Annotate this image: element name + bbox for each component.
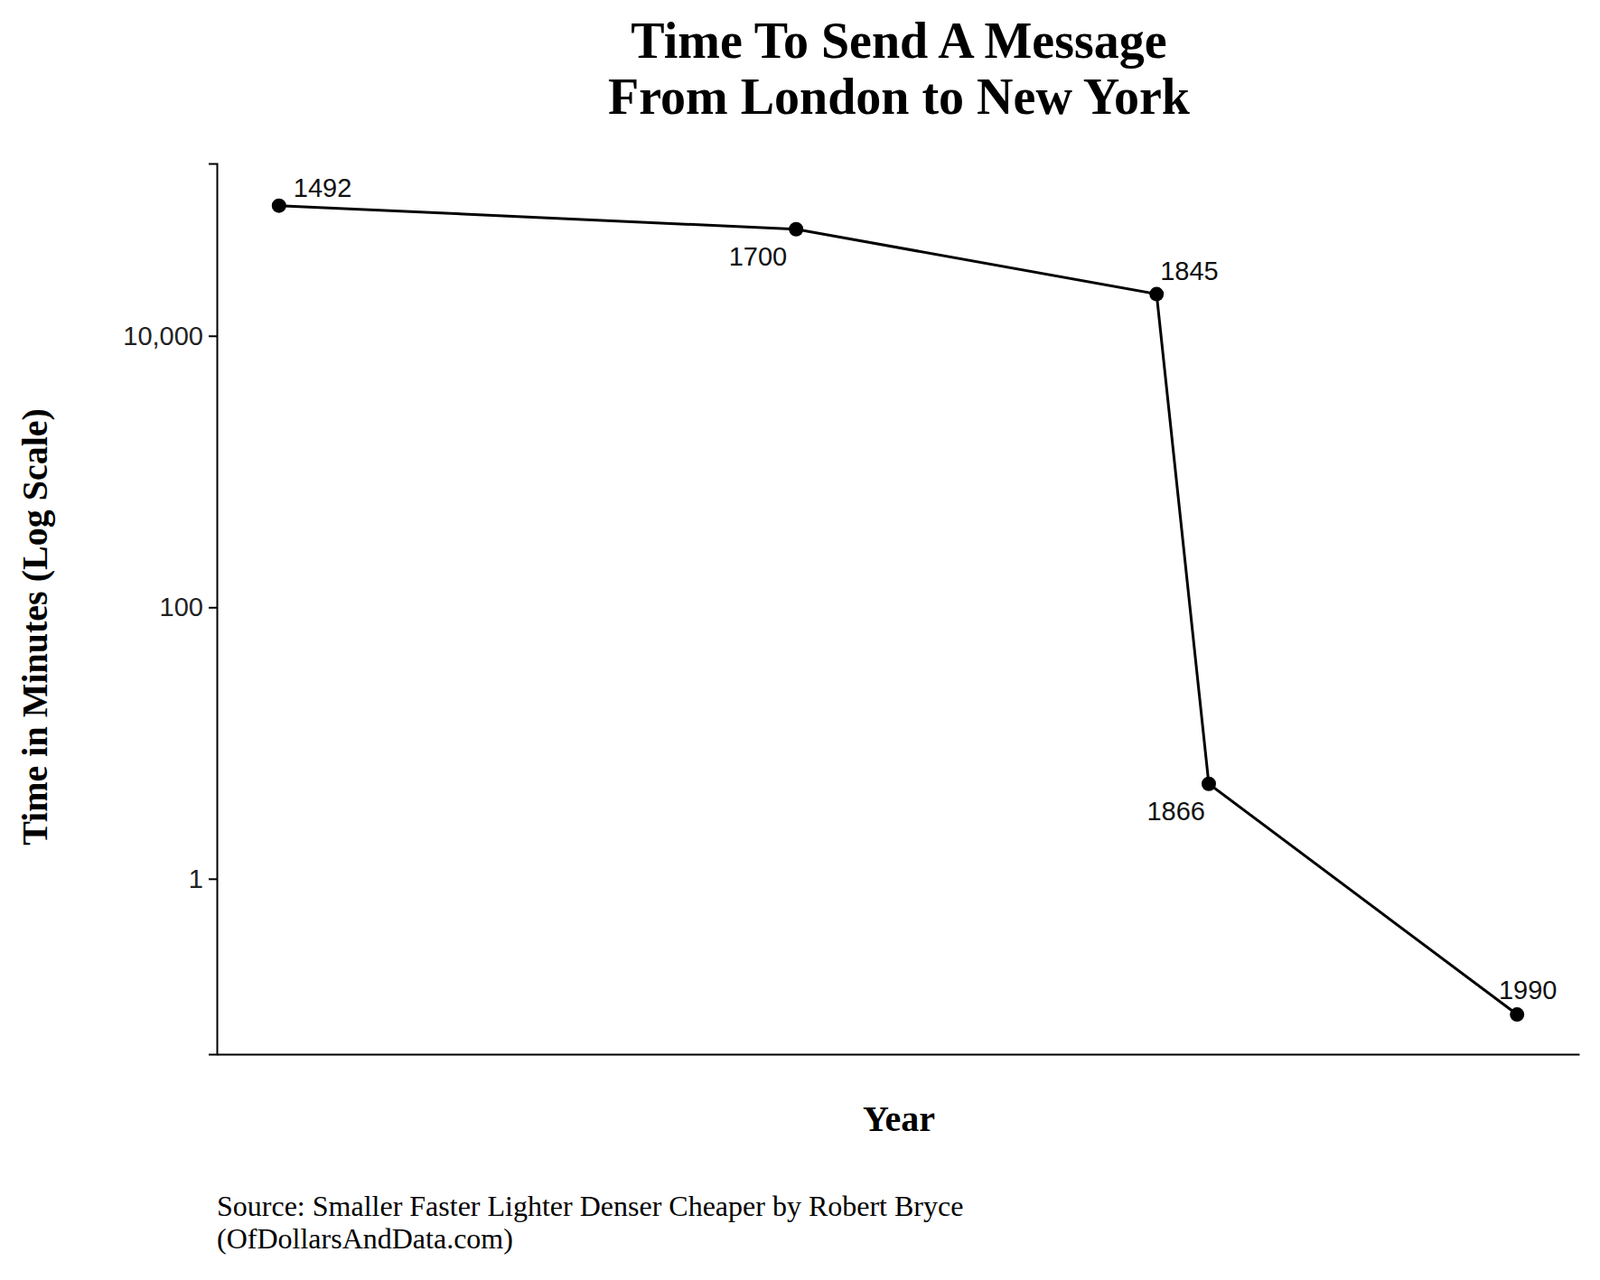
point-labels: 1492 1700 1845 1866 1990 (293, 173, 1558, 1005)
data-point (271, 198, 287, 214)
y-tick: 100 (159, 592, 217, 622)
y-axis-title: Time in Minutes (Log Scale) (14, 408, 56, 846)
plot-area (271, 198, 1525, 1022)
y-tick-label: 10,000 (122, 321, 204, 351)
point-label: 1866 (1146, 796, 1206, 826)
data-point (1149, 287, 1164, 302)
point-label: 1845 (1160, 256, 1219, 286)
y-tick-mark (208, 878, 217, 880)
point-label: 1990 (1498, 975, 1558, 1005)
x-axis (217, 1054, 1581, 1056)
title: From London to New York (608, 68, 1191, 125)
y-tick-label: 100 (159, 592, 204, 622)
point-label: 1700 (729, 242, 788, 272)
x-axis-line (217, 1054, 1581, 1057)
y-axis-line (208, 164, 218, 1056)
data-point (1201, 776, 1217, 792)
y-tick: 10,000 (122, 321, 217, 351)
chart: Time To Send A MessageFrom London to New… (0, 0, 1600, 1280)
data-line (279, 205, 1517, 1015)
data-point (1509, 1007, 1525, 1022)
caption: Source: Smaller Faster Lighter Denser Ch… (216, 1189, 964, 1223)
y-axis: 1 100 10,000 (122, 164, 217, 1056)
y-tick-mark (208, 607, 217, 609)
x-axis-title: Year (862, 1098, 936, 1140)
caption: (OfDollarsAndData.com) (216, 1222, 514, 1255)
y-tick: 1 (188, 864, 217, 894)
y-tick-label: 1 (188, 864, 204, 894)
point-label: 1492 (293, 173, 353, 203)
title: Time To Send A Message (630, 12, 1167, 69)
y-tick-mark (208, 335, 217, 337)
data-point (788, 222, 804, 237)
